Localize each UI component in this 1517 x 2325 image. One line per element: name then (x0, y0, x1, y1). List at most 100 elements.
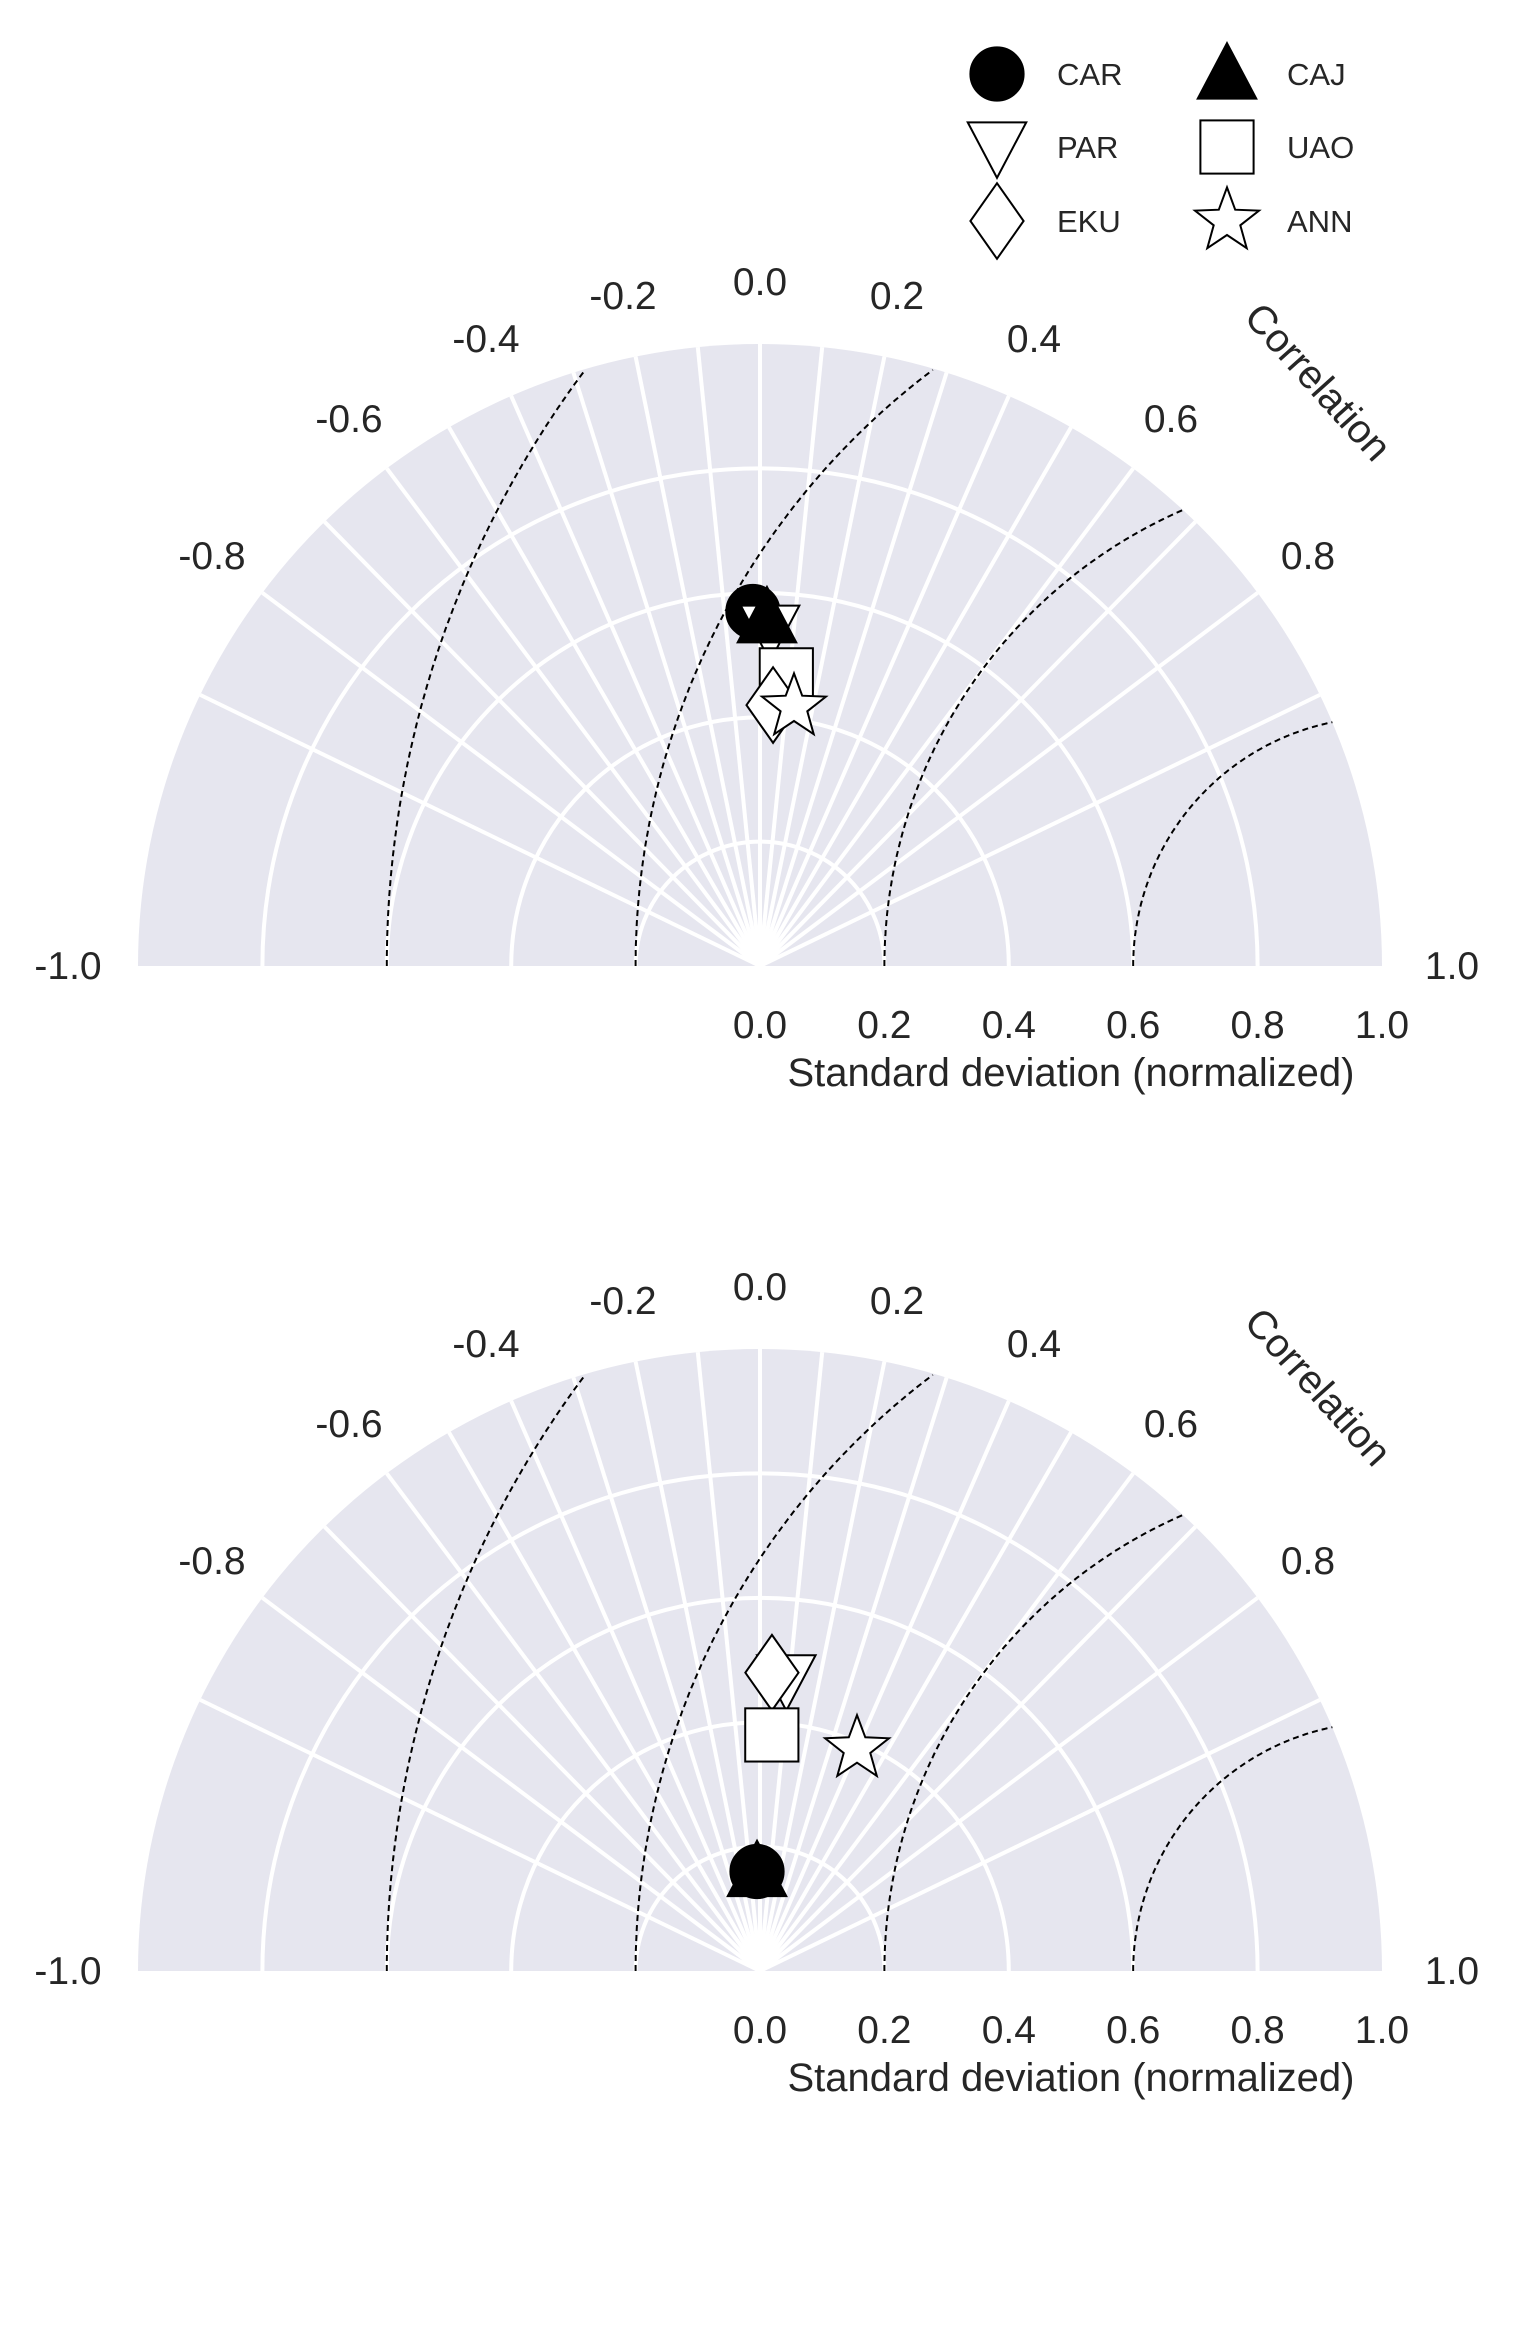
correlation-tick-labels: -1.0 -0.8 -0.6 -0.4 -0.2 0.0 0.2 0.4 0.6 0.8 1.0 (34, 1266, 1479, 1993)
legend-marker-caj (1196, 41, 1258, 100)
correlation-gridline (695, 346, 762, 967)
correlation-tick-labels: -1.0 -0.8 -0.6 -0.4 -0.2 0.0 0.2 0.4 0.6 0.8 1.0 (34, 261, 1479, 988)
legend-item-uao: UAO (1199, 119, 1354, 175)
correlation-tick-label: 0.6 (1144, 1403, 1198, 1446)
correlation-gridline (758, 591, 1259, 968)
correlation-gridline (758, 1400, 1011, 1972)
legend-item-ann: ANN (1192, 184, 1352, 251)
marker-caj (736, 584, 798, 644)
std-tick-label: 0.4 (982, 2009, 1036, 2052)
std-tick-labels: 0.0 0.2 0.4 0.6 0.8 1.0 (733, 2009, 1409, 2052)
correlation-tick-label: -1.0 (34, 945, 101, 988)
correlation-tick-label: -0.4 (452, 1323, 519, 1366)
rms-contours (385, 369, 1333, 966)
std-tick-label: 1.0 (1355, 1004, 1409, 1047)
correlation-gridline (758, 426, 1073, 967)
correlation-gridline (509, 395, 762, 967)
correlation-gridline (758, 356, 887, 967)
correlation-tick-label: 0.4 (1007, 318, 1061, 361)
data-markers (725, 583, 829, 745)
correlation-gridline (199, 1698, 761, 1973)
std-tick-label: 0.0 (733, 2009, 787, 2052)
std-tick-label: 0.4 (982, 1004, 1036, 1047)
legend-marker-eku (969, 181, 1025, 261)
correlation-tick-label: 0.0 (733, 1266, 787, 1309)
std-tick-label: 0.8 (1230, 2009, 1284, 2052)
legend-marker-car (969, 46, 1025, 102)
legend-item-par: PAR (966, 121, 1118, 180)
std-tick-label: 1.0 (1355, 2009, 1409, 2052)
correlation-tick-label: 0.8 (1281, 1540, 1335, 1583)
std-axis-title: Standard deviation (normalized) (788, 1051, 1355, 1095)
rms-contour (1132, 721, 1333, 966)
correlation-gridline (758, 372, 949, 967)
legend-marker-uao (1199, 119, 1255, 175)
correlation-axis-title: Correlation (1236, 1300, 1400, 1475)
correlation-tick-label: -0.8 (178, 1540, 245, 1583)
correlation-gridline (385, 467, 762, 968)
legend-marker-ann (1192, 184, 1262, 251)
correlation-tick-label: 0.2 (870, 1280, 924, 1323)
std-gridline (260, 1471, 1260, 1972)
correlation-tick-label: 0.4 (1007, 1323, 1061, 1366)
std-gridline (633, 839, 887, 967)
std-tick-label: 0.2 (857, 1004, 911, 1047)
std-tick-label: 0.6 (1106, 2009, 1160, 2052)
correlation-gridline (385, 1472, 762, 1973)
correlation-gridline (571, 1377, 762, 1972)
correlation-tick-label: 0.8 (1281, 535, 1335, 578)
data-markers (726, 1633, 892, 1900)
taylor-diagram-lower: -1.0-0.8-0.6-0.4-0.2 0.0 0.20.40.60.81.00.… (34, 1266, 1479, 2100)
legend-label: CAJ (1287, 57, 1346, 92)
marker-ann (759, 670, 829, 737)
std-axis-title: Standard deviation (normalized) (788, 2056, 1355, 2100)
rms-contour (1132, 1726, 1333, 1971)
correlation-axis-title: Correlation (1236, 295, 1400, 470)
correlation-tick-label: 0.0 (733, 261, 787, 304)
rms-contour (634, 369, 934, 966)
correlation-gridline (261, 591, 762, 968)
std-tick-label: 0.0 (733, 1004, 787, 1047)
correlation-gridline (758, 1377, 949, 1972)
rms-contour (634, 1374, 934, 1971)
std-tick-label: 0.8 (1230, 1004, 1284, 1047)
correlation-gridline (758, 1472, 1135, 1973)
legend-label: UAO (1287, 130, 1354, 165)
std-tick-labels: 0.0 0.2 0.4 0.6 0.8 1.0 (733, 1004, 1409, 1047)
std-tick-label: 0.6 (1106, 1004, 1160, 1047)
legend-marker-par (966, 121, 1028, 180)
marker-uao (744, 1707, 800, 1763)
legend-item-caj: CAJ (1196, 41, 1346, 100)
marker-ann (822, 1712, 892, 1779)
correlation-gridline (447, 1431, 762, 1972)
correlation-tick-label: -0.8 (178, 535, 245, 578)
correlation-gridline (758, 520, 1197, 968)
rms-contour (385, 371, 585, 966)
legend-label: ANN (1287, 204, 1352, 239)
std-tick-label: 0.2 (857, 2009, 911, 2052)
correlation-tick-label: 1.0 (1425, 1950, 1479, 1993)
correlation-gridline (571, 372, 762, 967)
correlation-tick-label: 0.2 (870, 275, 924, 318)
correlation-gridline (323, 520, 762, 968)
correlation-gridline (323, 1525, 762, 1973)
rms-contour (385, 1376, 585, 1971)
correlation-tick-label: -0.6 (315, 1403, 382, 1446)
correlation-gridline (633, 356, 762, 967)
correlation-gridline (758, 467, 1135, 968)
legend-item-car: CAR (969, 46, 1122, 102)
marker-caj (726, 1838, 788, 1898)
correlation-tick-label: -1.0 (34, 1950, 101, 1993)
correlation-gridline (759, 1698, 1321, 1973)
correlation-gridline (199, 693, 761, 968)
rms-contour (883, 1513, 1184, 1971)
correlation-gridline (509, 1400, 762, 1972)
correlation-gridline (759, 693, 1321, 968)
legend-item-eku: EKU (969, 181, 1121, 261)
legend-label: EKU (1057, 204, 1121, 239)
correlation-tick-label: 0.6 (1144, 398, 1198, 441)
correlation-tick-label: -0.6 (315, 398, 382, 441)
std-gridline (384, 1595, 1136, 1972)
correlation-tick-label: 1.0 (1425, 945, 1479, 988)
correlation-gridline (261, 1596, 762, 1973)
